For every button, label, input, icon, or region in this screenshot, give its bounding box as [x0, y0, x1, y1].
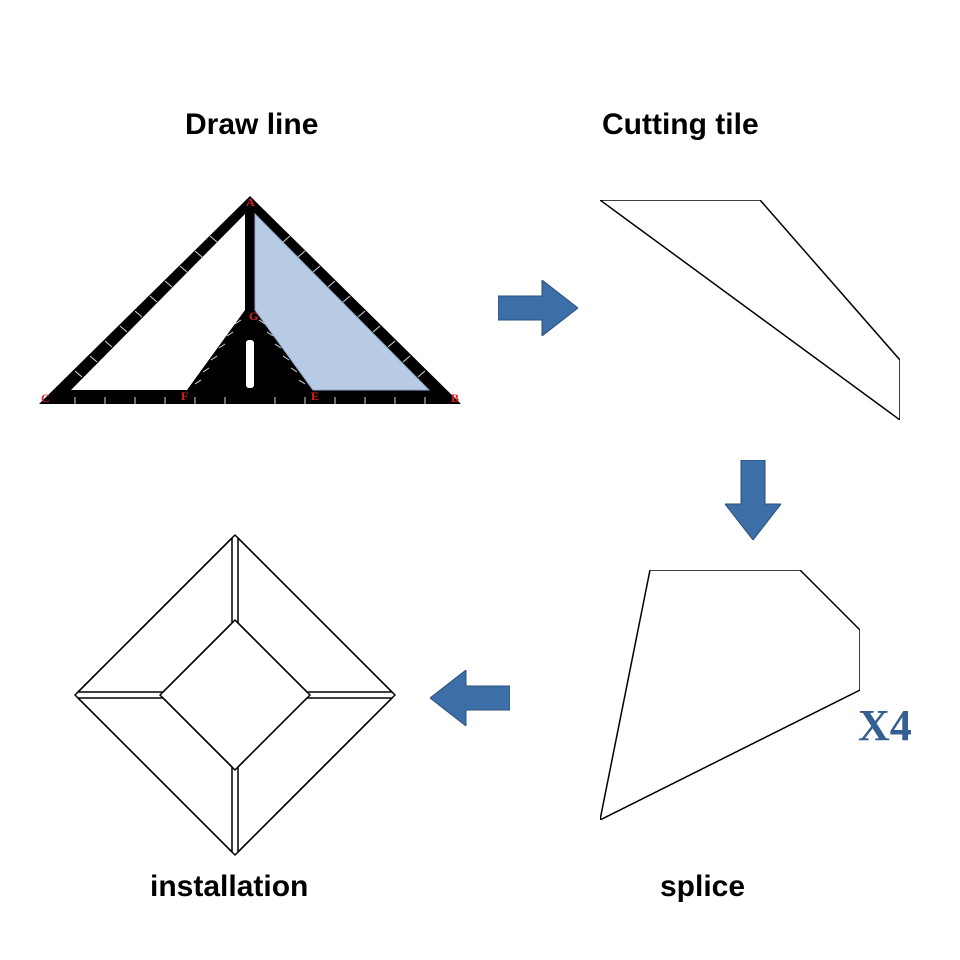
shape-installation	[70, 530, 400, 860]
arrow-down-icon	[725, 460, 781, 540]
diagram-stage: Draw line Cutting tile splice installati…	[0, 0, 960, 960]
vertex-B: B	[451, 391, 459, 405]
ruler-draw-line: A B C G E F	[35, 190, 465, 410]
vertex-G: G	[249, 309, 258, 323]
label-draw-line: Draw line	[185, 108, 318, 142]
vertex-E: E	[311, 389, 319, 403]
label-splice: splice	[660, 870, 745, 904]
label-cutting-tile: Cutting tile	[602, 108, 759, 142]
vertex-C: C	[41, 391, 50, 405]
arrow-right-icon	[498, 280, 578, 336]
vertex-F: F	[181, 389, 188, 403]
label-installation: installation	[150, 870, 308, 904]
vertex-A: A	[246, 195, 255, 209]
x4-multiplier: X4	[858, 700, 912, 751]
shape-splice	[600, 570, 860, 820]
shape-cutting-tile	[600, 200, 900, 420]
arrow-left-icon	[430, 670, 510, 726]
